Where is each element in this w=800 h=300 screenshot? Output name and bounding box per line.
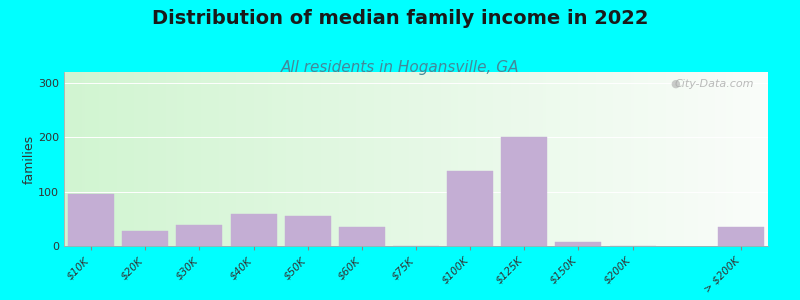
Y-axis label: families: families [22, 134, 35, 184]
Bar [502, 137, 547, 246]
Bar [555, 242, 602, 246]
Bar [230, 214, 277, 246]
Text: City-Data.com: City-Data.com [674, 79, 754, 89]
Bar [285, 216, 330, 246]
Bar [68, 194, 114, 246]
Bar [176, 225, 222, 246]
Bar [718, 227, 764, 246]
Bar [122, 231, 168, 246]
Bar [447, 171, 493, 246]
Text: All residents in Hogansville, GA: All residents in Hogansville, GA [281, 60, 519, 75]
Text: ●: ● [670, 79, 680, 89]
Bar [339, 227, 385, 246]
Text: Distribution of median family income in 2022: Distribution of median family income in … [152, 9, 648, 28]
